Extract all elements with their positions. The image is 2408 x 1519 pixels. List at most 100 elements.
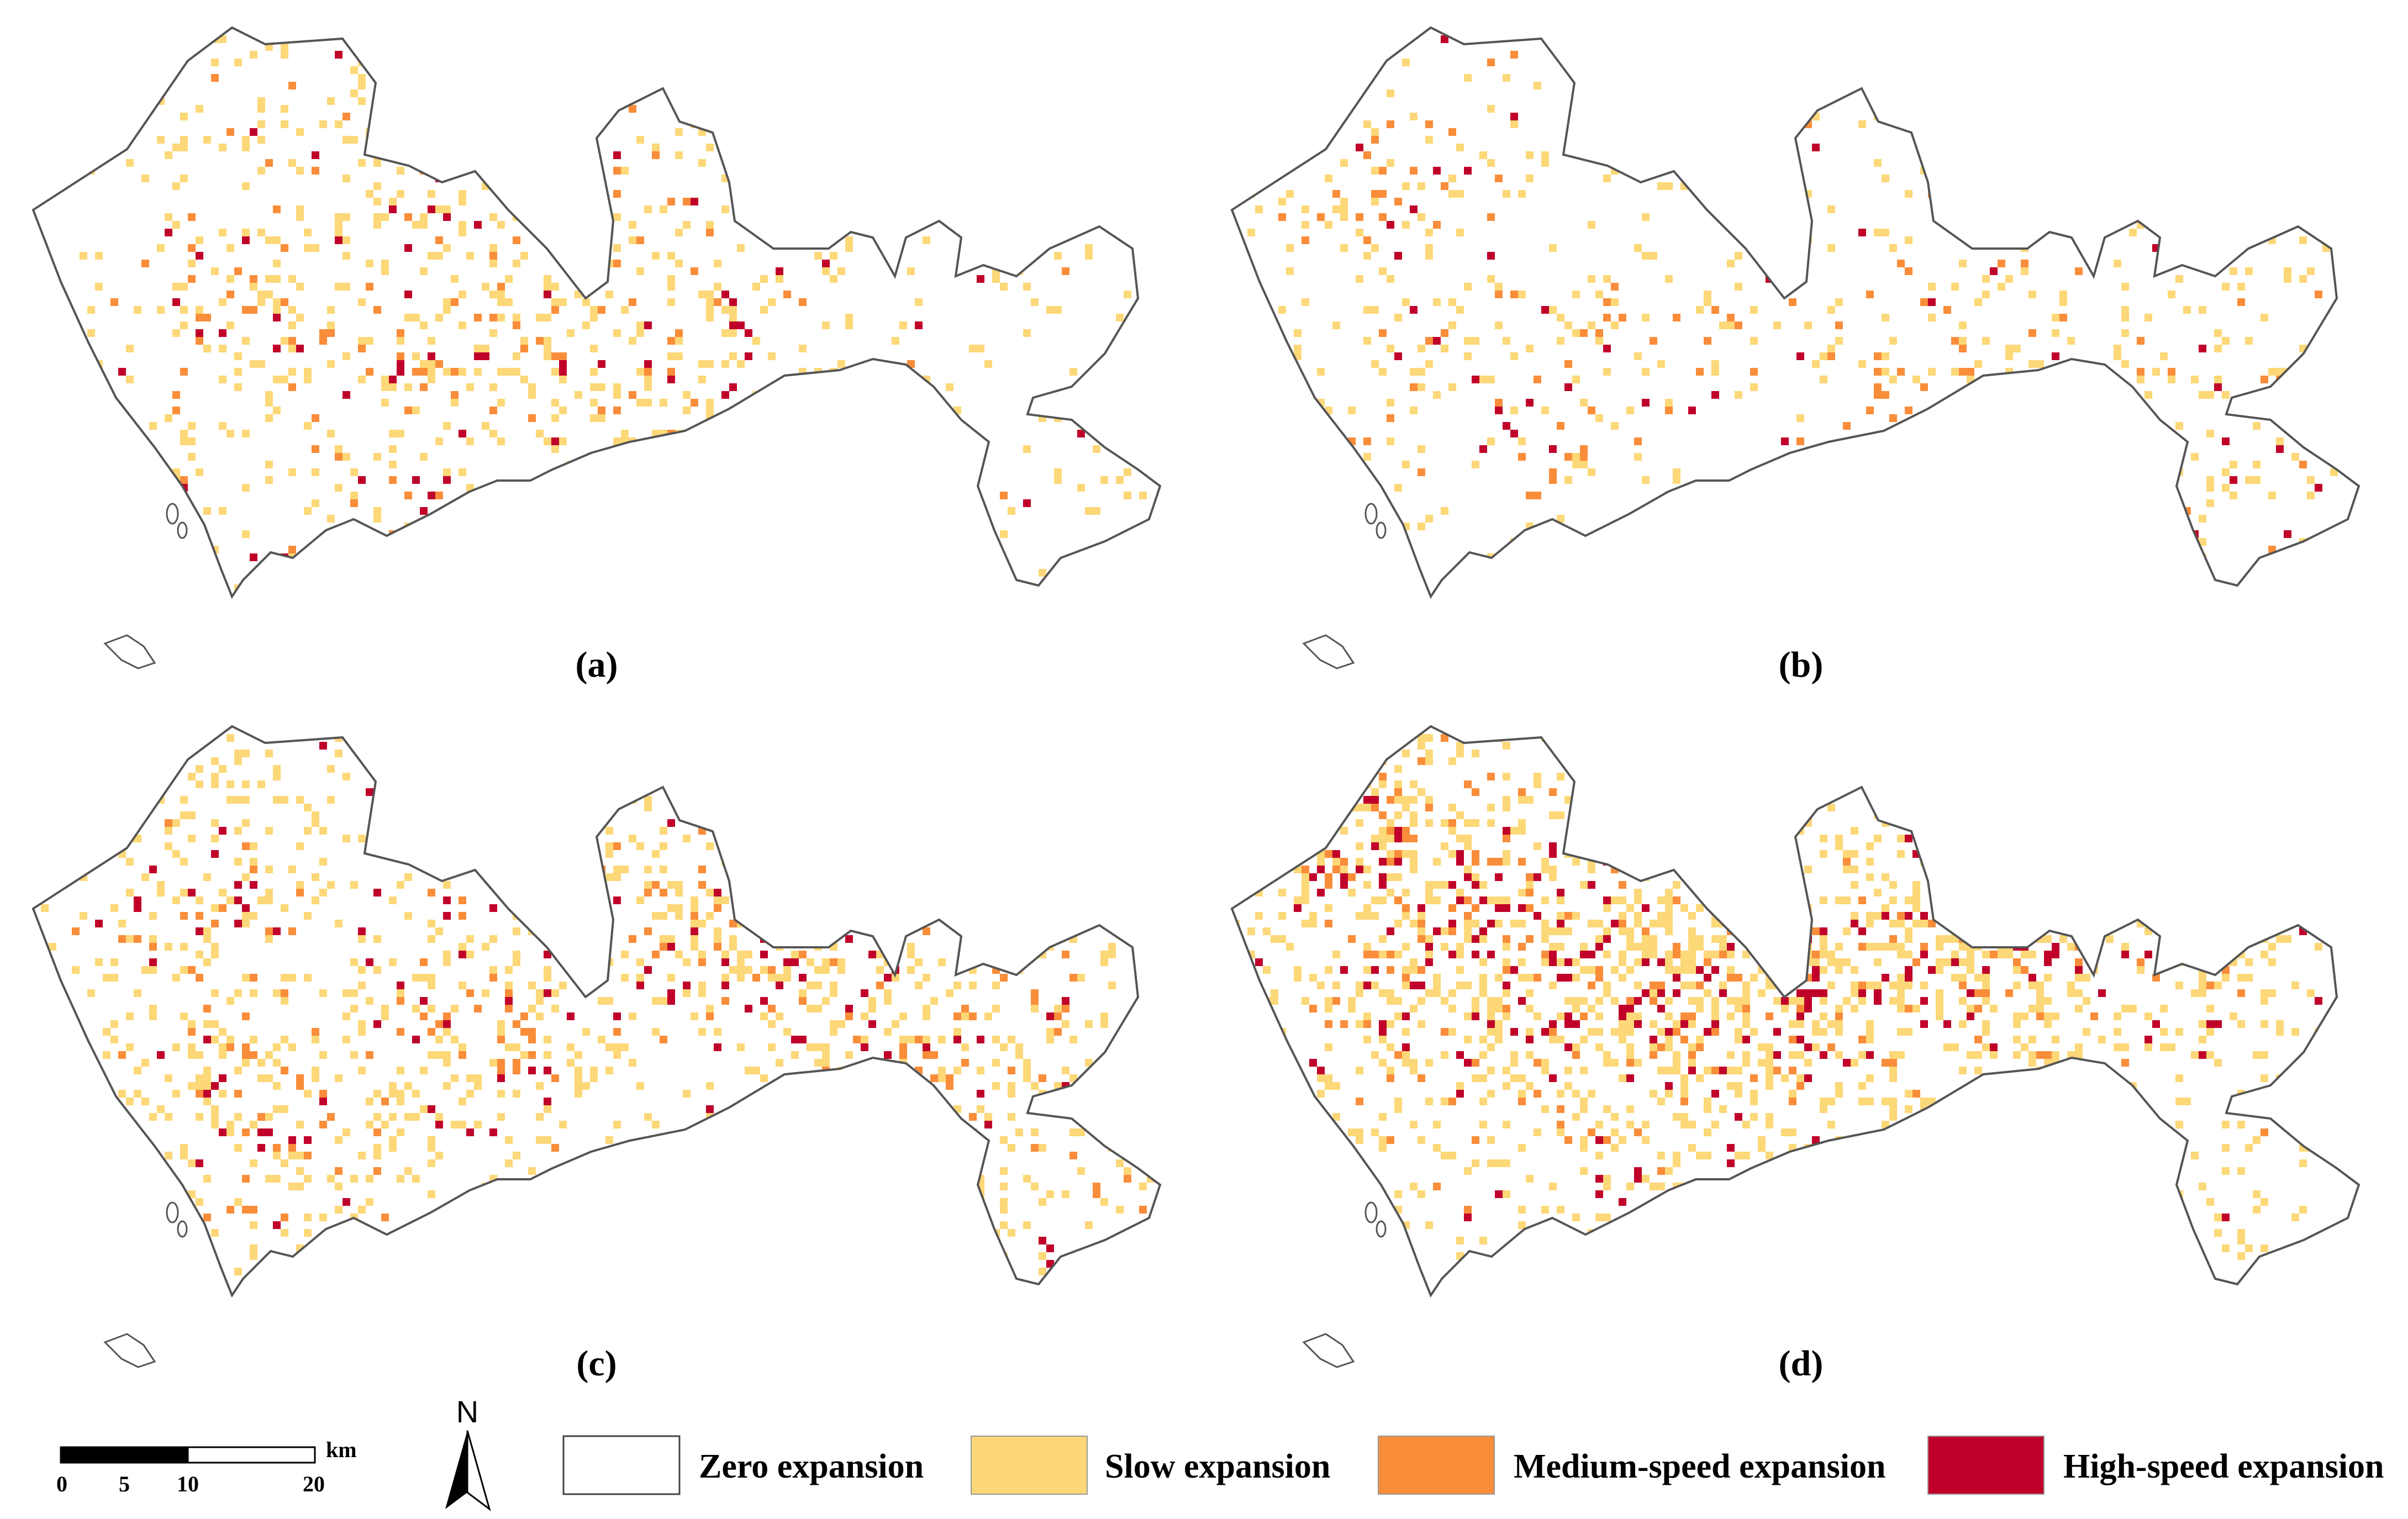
expansion-cell bbox=[126, 159, 134, 167]
expansion-cell bbox=[2036, 1051, 2044, 1059]
expansion-cell bbox=[196, 912, 203, 920]
expansion-cell bbox=[1626, 538, 1634, 546]
expansion-cell bbox=[389, 592, 397, 597]
expansion-cell bbox=[157, 1105, 165, 1113]
expansion-cell bbox=[250, 360, 257, 368]
expansion-cell bbox=[1232, 842, 1240, 850]
expansion-cell bbox=[1510, 1059, 1518, 1067]
expansion-cell bbox=[435, 128, 443, 136]
expansion-cell bbox=[1680, 1020, 1688, 1028]
expansion-cell bbox=[1077, 858, 1085, 866]
expansion-cell bbox=[1402, 904, 1410, 912]
expansion-cell bbox=[907, 866, 915, 873]
expansion-cell bbox=[273, 205, 281, 213]
expansion-cell bbox=[1766, 827, 1773, 835]
expansion-cell bbox=[412, 1005, 420, 1012]
expansion-cell bbox=[2346, 974, 2353, 982]
expansion-cell bbox=[1905, 190, 1912, 198]
expansion-cell bbox=[1789, 811, 1796, 819]
expansion-cell bbox=[1379, 368, 1387, 376]
expansion-cell bbox=[783, 492, 791, 499]
expansion-cell bbox=[776, 267, 783, 275]
expansion-cell bbox=[1727, 321, 1735, 329]
expansion-cell bbox=[1557, 1036, 1564, 1043]
expansion-cell bbox=[428, 523, 435, 530]
expansion-cell bbox=[2028, 842, 2036, 850]
expansion-cell bbox=[459, 1121, 466, 1128]
expansion-cell bbox=[760, 306, 768, 314]
expansion-cell bbox=[1735, 391, 1742, 399]
expansion-cell bbox=[1557, 337, 1564, 345]
expansion-cell bbox=[366, 1121, 373, 1128]
expansion-cell bbox=[1905, 927, 1912, 935]
expansion-cell bbox=[219, 1051, 226, 1059]
expansion-cell bbox=[1503, 1067, 1510, 1074]
expansion-cell bbox=[1332, 734, 1340, 742]
expansion-cell bbox=[1727, 484, 1735, 492]
expansion-cell bbox=[1379, 1059, 1387, 1067]
expansion-cell bbox=[1943, 958, 1951, 966]
expansion-cell bbox=[1572, 1090, 1580, 1098]
expansion-cell bbox=[2307, 267, 2315, 275]
expansion-cell bbox=[2083, 943, 2090, 951]
expansion-cell bbox=[1796, 912, 1804, 920]
expansion-cell bbox=[1549, 866, 1557, 873]
expansion-cell bbox=[2090, 912, 2098, 920]
expansion-cell bbox=[1518, 819, 1526, 827]
expansion-cell bbox=[2083, 819, 2090, 827]
expansion-cell bbox=[1804, 1059, 1812, 1067]
expansion-cell bbox=[721, 445, 729, 453]
expansion-cell bbox=[1967, 912, 1974, 920]
expansion-cell bbox=[621, 74, 629, 82]
expansion-cell bbox=[2021, 1043, 2028, 1051]
expansion-cell bbox=[977, 827, 984, 835]
expansion-cell bbox=[2338, 584, 2346, 592]
expansion-cell bbox=[1147, 765, 1155, 773]
expansion-cell bbox=[358, 927, 366, 935]
expansion-cell bbox=[2315, 750, 2322, 757]
expansion-cell bbox=[1820, 943, 1827, 951]
expansion-cell bbox=[868, 1020, 876, 1028]
expansion-cell bbox=[1843, 958, 1851, 966]
expansion-cell bbox=[1959, 943, 1967, 951]
expansion-cell bbox=[899, 89, 907, 97]
expansion-cell bbox=[675, 1237, 683, 1244]
expansion-cell bbox=[482, 422, 489, 430]
expansion-cell bbox=[1155, 391, 1160, 399]
expansion-cell bbox=[149, 866, 157, 873]
expansion-cell bbox=[1595, 1043, 1603, 1051]
expansion-cell bbox=[868, 1059, 876, 1067]
expansion-cell bbox=[861, 476, 868, 484]
expansion-cell bbox=[1541, 1105, 1549, 1113]
expansion-cell bbox=[1688, 935, 1696, 943]
expansion-cell bbox=[544, 275, 551, 283]
expansion-cell bbox=[667, 275, 675, 283]
expansion-cell bbox=[737, 1198, 745, 1206]
expansion-cell bbox=[892, 1175, 899, 1183]
expansion-cell bbox=[1773, 912, 1781, 920]
expansion-cell bbox=[984, 912, 992, 920]
expansion-cell bbox=[1580, 453, 1588, 461]
expansion-cell bbox=[636, 842, 644, 850]
expansion-cell bbox=[1441, 819, 1448, 827]
expansion-cell bbox=[1897, 850, 1905, 858]
expansion-cell bbox=[389, 205, 397, 213]
expansion-cell bbox=[1974, 765, 1982, 773]
expansion-cell bbox=[273, 275, 281, 283]
expansion-cell bbox=[2168, 819, 2175, 827]
expansion-cell bbox=[861, 734, 868, 742]
expansion-cell bbox=[1874, 515, 1882, 523]
expansion-cell bbox=[1371, 796, 1379, 804]
expansion-cell bbox=[660, 484, 667, 492]
expansion-cell bbox=[644, 889, 652, 896]
expansion-cell bbox=[335, 283, 343, 291]
expansion-cell bbox=[544, 935, 551, 943]
expansion-cell bbox=[497, 291, 505, 298]
expansion-cell bbox=[1866, 407, 1874, 414]
expansion-cell bbox=[1332, 321, 1340, 329]
expansion-cell bbox=[907, 951, 915, 958]
expansion-cell bbox=[1379, 989, 1387, 997]
expansion-cell bbox=[799, 345, 807, 352]
expansion-cell bbox=[1062, 1098, 1069, 1105]
expansion-cell bbox=[706, 314, 714, 321]
